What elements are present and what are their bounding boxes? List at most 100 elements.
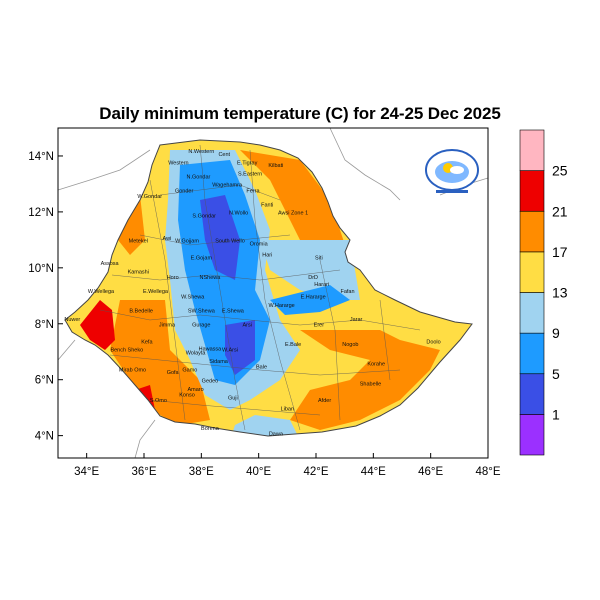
region-label: Wolayta bbox=[186, 351, 207, 357]
colorbar-label: 1 bbox=[552, 406, 560, 422]
region-label: W.Wellega bbox=[88, 289, 115, 295]
y-axis: 14°N 12°N 10°N 8°N 6°N 4°N bbox=[28, 151, 63, 443]
region-label: Cent bbox=[218, 152, 230, 158]
region-label: Kamashi bbox=[128, 269, 149, 275]
colorbar-swatch bbox=[519, 129, 545, 171]
region-label: Afder bbox=[318, 398, 331, 404]
colorbar-swatch bbox=[519, 414, 545, 456]
region-label: Awsi Zone 1 bbox=[278, 211, 308, 217]
colorbar-label: 17 bbox=[552, 244, 568, 260]
region-label: Kilbati bbox=[268, 163, 283, 169]
x-axis: 34°E 36°E 38°E 40°E 42°E 44°E 46°E 48°E bbox=[74, 453, 501, 478]
region-label: Fafan bbox=[340, 289, 354, 295]
region-label: Liban bbox=[281, 406, 294, 412]
region-label: Arsi bbox=[242, 323, 251, 329]
region-label: E.Tigray bbox=[237, 160, 258, 166]
colorbar-label: 21 bbox=[552, 203, 568, 219]
region-label: N.Gondar bbox=[187, 174, 211, 180]
admin-boundaries bbox=[99, 144, 421, 431]
temp-southeast-17-21 bbox=[290, 330, 440, 430]
region-label: Jarar bbox=[350, 317, 363, 323]
x-tick-label: 48°E bbox=[475, 466, 500, 478]
region-label: Bench Sheko bbox=[110, 348, 143, 354]
region-label: Hawassa bbox=[199, 346, 223, 352]
region-label: Fanti bbox=[261, 202, 273, 208]
region-label: Oromia bbox=[250, 241, 269, 247]
x-tick-label: 34°E bbox=[74, 466, 99, 478]
region-label: DrD bbox=[308, 275, 318, 281]
colorbar-label: 5 bbox=[552, 366, 560, 382]
colorbar-swatch bbox=[519, 170, 545, 212]
y-tick-label: 14°N bbox=[28, 151, 54, 163]
temp-gambella-21-25 bbox=[80, 300, 115, 350]
region-label: E.Wellega bbox=[143, 289, 169, 295]
x-tick-label: 44°E bbox=[361, 466, 386, 478]
temp-east-9-13 bbox=[260, 240, 360, 300]
y-tick-label: 10°N bbox=[28, 263, 54, 275]
region-label: W.Shewa bbox=[181, 295, 205, 301]
temp-southwest-17-21 bbox=[110, 300, 210, 425]
region-label: E.Bale bbox=[285, 342, 301, 348]
colorbar-swatch bbox=[519, 373, 545, 415]
region-label: S.Gondar bbox=[192, 213, 216, 219]
region-label: Metekel bbox=[129, 239, 148, 245]
region-label: S.Eastern bbox=[238, 172, 262, 178]
region-label: Bale bbox=[256, 365, 267, 371]
colorbar-label: 13 bbox=[552, 285, 568, 301]
ethiopia-outline bbox=[64, 139, 473, 437]
region-label: Siti bbox=[315, 255, 323, 261]
region-label: Shabelle bbox=[360, 381, 381, 387]
region-label: Guji bbox=[228, 395, 238, 401]
region-label: E.Gojam bbox=[191, 255, 213, 261]
region-label: Awi bbox=[163, 236, 172, 242]
region-label: Kefa bbox=[141, 339, 153, 345]
region-label: Western bbox=[168, 160, 188, 166]
region-label: Gurage bbox=[192, 323, 210, 329]
temp-core-1-5 bbox=[200, 195, 240, 280]
region-label: B.Bedelle bbox=[129, 309, 153, 315]
region-label: Sidama bbox=[209, 359, 229, 365]
region-label: SW.Shewa bbox=[188, 309, 216, 315]
region-label: E.Shewa bbox=[222, 309, 245, 315]
region-label: Jimma bbox=[159, 323, 176, 329]
region-label: S.Omo bbox=[150, 398, 167, 404]
region-label: N.Western bbox=[188, 149, 214, 155]
x-tick-label: 38°E bbox=[189, 466, 214, 478]
x-tick-label: 42°E bbox=[303, 466, 328, 478]
cloud-icon bbox=[450, 166, 464, 174]
y-tick-label: 4°N bbox=[35, 431, 54, 443]
x-tick-label: 46°E bbox=[418, 466, 443, 478]
region-label: Konso bbox=[179, 392, 195, 398]
region-label: Harari bbox=[314, 282, 329, 288]
region-label: Gamo bbox=[182, 367, 197, 373]
region-label: South Wello bbox=[215, 239, 245, 245]
x-tick-label: 40°E bbox=[246, 466, 271, 478]
region-label: Hari bbox=[262, 253, 272, 259]
region-label: Erer bbox=[314, 323, 325, 329]
logo-caption-bar bbox=[436, 190, 468, 193]
region-label: Borena bbox=[201, 426, 220, 432]
colorbar-swatch bbox=[519, 210, 545, 253]
region-label: Wagehamra bbox=[212, 183, 243, 189]
region-label: N.Wollo bbox=[229, 211, 248, 217]
region-label: Amaro bbox=[187, 387, 203, 393]
colorbar-swatch bbox=[519, 292, 545, 334]
colorbar: 25 21 17 13 9 5 1 bbox=[519, 129, 568, 456]
temp-afar-17-21 bbox=[240, 150, 345, 260]
colorbar-swatch bbox=[519, 251, 545, 293]
region-label: Horo bbox=[167, 275, 179, 281]
region-label: Nuwer bbox=[64, 317, 80, 323]
region-label: Gedeo bbox=[202, 378, 219, 384]
region-label: Mirab Omo bbox=[119, 367, 146, 373]
region-label: Gofa bbox=[167, 370, 180, 376]
region-label: W.Hararge bbox=[268, 303, 294, 309]
region-label: W.Gondar bbox=[137, 194, 162, 200]
y-tick-label: 8°N bbox=[35, 319, 54, 331]
meteorology-logo bbox=[425, 149, 479, 193]
map-title: Daily minimum temperature (C) for 24-25 … bbox=[99, 104, 501, 123]
region-label: Korahe bbox=[367, 362, 385, 368]
colorbar-label: 25 bbox=[552, 163, 568, 179]
region-label: NShewa bbox=[200, 275, 222, 281]
region-label: W.Arsi bbox=[222, 348, 238, 354]
